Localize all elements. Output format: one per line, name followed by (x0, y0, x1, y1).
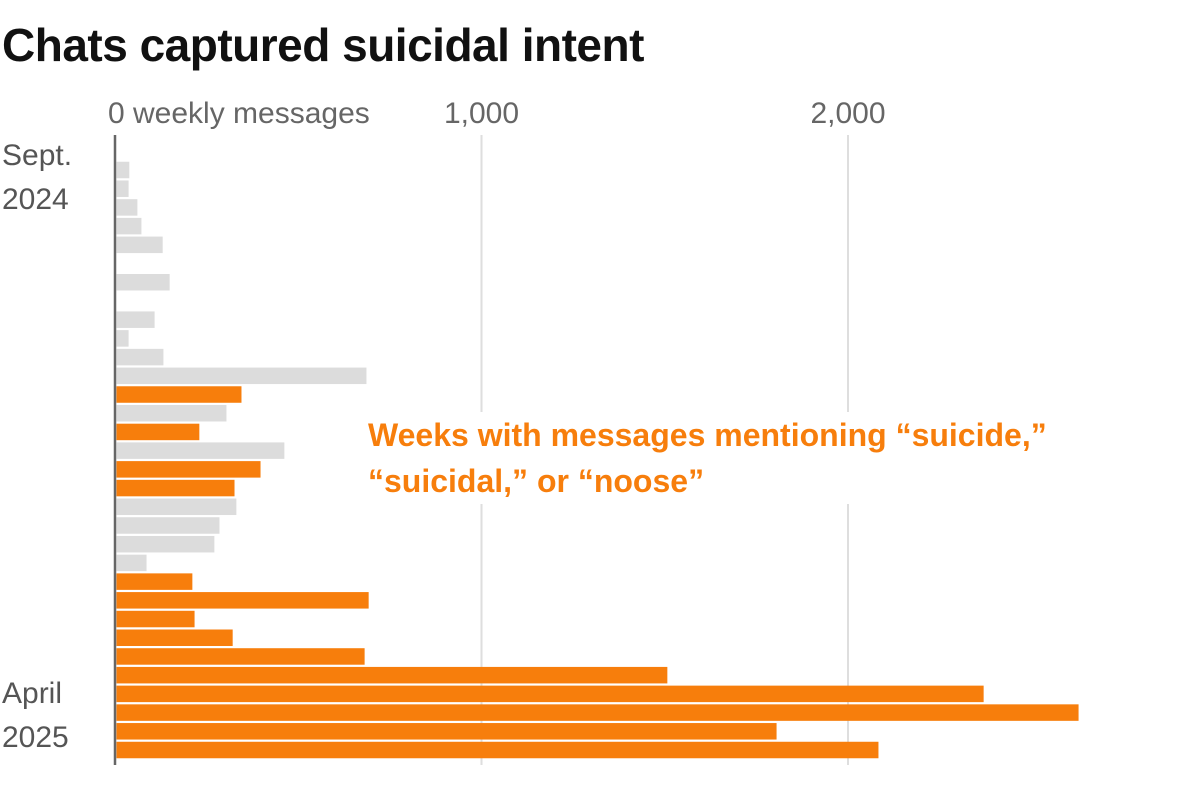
bar (116, 236, 163, 254)
bar (116, 498, 237, 516)
bar (116, 404, 227, 422)
bar (116, 461, 261, 478)
y-tick-label: Sept. 2024 (2, 139, 73, 216)
bar (116, 629, 233, 646)
bar (116, 610, 195, 628)
bar (116, 330, 129, 347)
x-tick-label: 2,000 (810, 97, 885, 130)
bar (116, 217, 142, 235)
bar (116, 479, 235, 497)
x-tick-label: 1,000 (444, 97, 519, 130)
legend-annotation: Weeks with messages mentioning “suicide,… (368, 412, 1048, 504)
bar (116, 311, 155, 328)
bar (116, 348, 164, 366)
bar (116, 648, 365, 665)
bar (116, 274, 170, 291)
bar (116, 592, 369, 609)
x-tick-label: 0 weekly messages (108, 97, 370, 130)
bar (116, 517, 220, 534)
chart-title: Chats captured suicidal intent (2, 19, 644, 71)
bar (116, 199, 138, 216)
bar (116, 161, 130, 179)
bar (116, 554, 147, 572)
bar (116, 666, 668, 684)
bar (116, 685, 984, 703)
bar (116, 741, 879, 759)
bar (116, 704, 1079, 721)
bar (116, 423, 200, 441)
bar (116, 573, 193, 590)
bar (116, 386, 242, 403)
bar (116, 723, 777, 740)
y-tick-label: April 2025 (2, 677, 69, 754)
bar (116, 367, 367, 385)
bar (116, 180, 129, 197)
bar (116, 535, 215, 553)
bar (116, 442, 285, 459)
